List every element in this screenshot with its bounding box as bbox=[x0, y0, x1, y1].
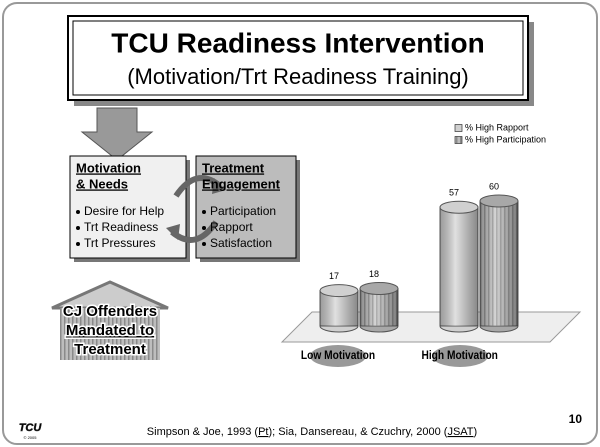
footer: Simpson & Joe, 1993 (Pt); Sia, Dansereau… bbox=[147, 426, 477, 438]
box-item: Satisfaction bbox=[210, 236, 272, 250]
footer-part: Simpson & Joe, 1993 ( bbox=[147, 426, 259, 438]
logo: TCU bbox=[19, 422, 43, 434]
bullet bbox=[76, 210, 80, 214]
legend-swatch bbox=[454, 124, 463, 132]
house-text: Treatment bbox=[74, 341, 146, 358]
box-item: Participation bbox=[210, 204, 276, 218]
title-box bbox=[67, 15, 529, 101]
category-label: Low Motivation bbox=[301, 349, 375, 362]
category-bg bbox=[432, 345, 488, 367]
box-heading: Motivation bbox=[76, 160, 141, 175]
logo-copyright: © 2005 bbox=[24, 435, 38, 440]
house-text: CJ Offenders bbox=[63, 303, 157, 320]
legend-label: % High Rapport bbox=[465, 122, 529, 132]
house-body bbox=[60, 308, 160, 360]
title: TCU Readiness Intervention bbox=[111, 27, 484, 58]
cylinder-shade bbox=[440, 207, 478, 326]
category-label: High Motivation bbox=[421, 349, 498, 362]
category-bg bbox=[310, 345, 366, 367]
subtitle: (Motivation/Trt Readiness Training) bbox=[127, 64, 469, 89]
cylinder-shade bbox=[480, 201, 518, 326]
bullet bbox=[202, 210, 206, 214]
bullet bbox=[202, 226, 206, 230]
cylinder-top bbox=[359, 282, 399, 295]
left-box bbox=[69, 155, 187, 259]
cylinder-top bbox=[479, 194, 519, 208]
box-heading: Treatment bbox=[202, 160, 265, 175]
data-label: 17 bbox=[329, 271, 339, 281]
box-item: Trt Readiness bbox=[84, 220, 158, 234]
box-heading: Engagement bbox=[202, 176, 281, 191]
bullet bbox=[202, 242, 206, 246]
title-inner bbox=[72, 20, 524, 96]
box-heading: & Needs bbox=[76, 176, 128, 191]
right-box bbox=[195, 155, 297, 259]
box-item: Desire for Help bbox=[84, 204, 164, 218]
house-text: Mandated to bbox=[66, 322, 154, 339]
legend-swatch bbox=[454, 136, 463, 144]
cylinder-top bbox=[319, 284, 359, 298]
data-label: 60 bbox=[489, 181, 499, 191]
bullet bbox=[76, 226, 80, 230]
cylinder-top bbox=[439, 200, 479, 214]
legend-label: % High Participation bbox=[465, 134, 546, 144]
cycle-arrowhead bbox=[212, 178, 226, 194]
footer-part: ); Sia, Dansereau, & Czuchry, 2000 ( bbox=[269, 426, 448, 438]
box-item: Rapport bbox=[210, 220, 253, 234]
bullet bbox=[76, 242, 80, 246]
box-item: Trt Pressures bbox=[84, 236, 156, 250]
data-label: 18 bbox=[369, 269, 379, 279]
cycle-arrowhead bbox=[166, 224, 180, 240]
footer-part: Pt bbox=[258, 426, 268, 438]
down-arrow bbox=[80, 107, 154, 161]
footer-part: ) bbox=[474, 426, 478, 438]
page-number: 10 bbox=[569, 412, 583, 426]
data-label: 57 bbox=[449, 188, 459, 198]
footer-part: JSAT bbox=[447, 426, 473, 438]
